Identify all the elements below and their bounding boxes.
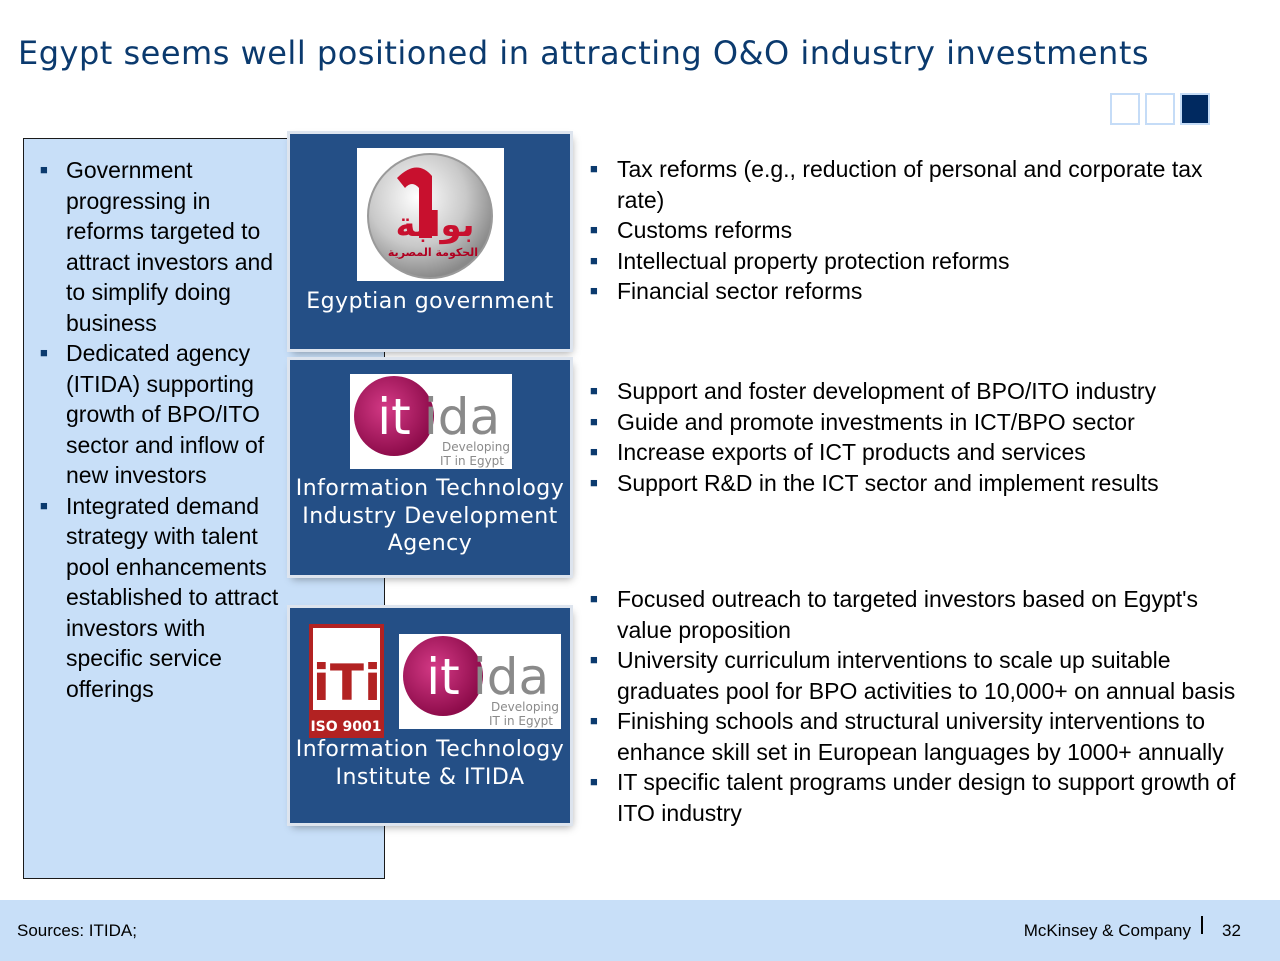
- box-caption: Egyptian government: [306, 289, 554, 314]
- list-item: ■ Guide and promote investments in ICT/BP…: [590, 407, 1250, 438]
- list-item: ■ Support R&D in the ICT sector and imple…: [590, 468, 1250, 499]
- logo-arabic-subtitle: الحكومة المصرية: [388, 246, 478, 259]
- itida-activities-list: ■ Support and foster development of BPO/I…: [590, 376, 1250, 498]
- government-reforms-list: ■ Tax reforms (e.g., reduction of persona…: [590, 154, 1250, 307]
- list-item-text: Finishing schools and structural univers…: [617, 708, 1224, 765]
- iti-logo: iTi ISO 9001: [309, 624, 384, 738]
- iso-badge-text: ISO 9001: [310, 719, 381, 735]
- list-item: ■ Increase exports of ICT products and se…: [590, 437, 1250, 468]
- left-list-item: ■ Integrated demand strategy with talent …: [24, 491, 284, 705]
- list-item-text: Tax reforms (e.g., reduction of personal…: [617, 156, 1203, 213]
- egyptian-government-logo: بوابة الحكومة المصرية: [357, 148, 504, 281]
- box-caption: Information Technology Institute & ITIDA: [295, 737, 565, 790]
- section-tracker: [1110, 93, 1210, 125]
- footer-bar: Sources: ITIDA; McKinsey & Company 32: [0, 900, 1280, 961]
- list-item: ■ Customs reforms: [590, 215, 1250, 246]
- square-bullet-icon: ■: [590, 591, 598, 606]
- list-item-text: Financial sector reforms: [617, 278, 863, 304]
- footer-separator: [1201, 916, 1203, 934]
- left-list-item-text: Dedicated agency (ITIDA) supporting grow…: [66, 340, 265, 488]
- square-bullet-icon: ■: [590, 713, 598, 728]
- iti-logo-letters: iTi: [313, 654, 381, 712]
- itida-logo-icon: it ida Developing IT in Egypt: [354, 376, 510, 468]
- list-item: ■ Focused outreach to targeted investors …: [590, 584, 1250, 645]
- list-item-text: Support and foster development of BPO/IT…: [617, 378, 1157, 404]
- left-summary-list: ■ Government progressing in reforms targe…: [24, 155, 284, 704]
- box-caption-text: Information Technology Industry Developm…: [295, 476, 565, 556]
- square-bullet-icon: ■: [590, 413, 598, 429]
- logo-it-text: it: [377, 388, 411, 446]
- square-bullet-icon: ■: [590, 222, 598, 237]
- itida-logo: it ida Developing IT in Egypt: [350, 374, 512, 469]
- logo-tagline-2: IT in Egypt: [440, 454, 504, 468]
- logo-tagline-2: IT in Egypt: [489, 714, 553, 728]
- company-name: McKinsey & Company: [1023, 921, 1191, 940]
- list-item-text: IT specific talent programs under design…: [617, 769, 1236, 826]
- logo-arabic-title: بوابة: [395, 205, 474, 245]
- list-item-text: Intellectual property protection reforms: [617, 247, 1010, 274]
- logo-tagline-1: Developing: [491, 700, 559, 714]
- list-item: ■ Finishing schools and structural univer…: [590, 706, 1250, 767]
- list-item-text: Support R&D in the ICT sector and implem…: [617, 469, 1159, 496]
- list-item: ■ University curriculum interventions to …: [590, 645, 1250, 706]
- itida-box: it ida Developing IT in Egypt Informatio…: [290, 360, 570, 575]
- egyptian-government-box: بوابة الحكومة المصرية Egyptian governmen…: [290, 134, 570, 349]
- square-bullet-icon: ■: [590, 161, 598, 176]
- iti-logo-icon: iTi ISO 9001: [309, 624, 384, 738]
- logo-tagline-1: Developing: [442, 440, 510, 454]
- list-item-text: Increase exports of ICT products and ser…: [617, 439, 1086, 465]
- list-item: ■ Intellectual property protection reform…: [590, 246, 1250, 277]
- logo-ida-text: ida: [424, 388, 500, 446]
- sources-note: Sources: ITIDA;: [17, 921, 137, 940]
- square-bullet-icon: ■: [590, 283, 598, 298]
- list-item: ■ Financial sector reforms: [590, 276, 1250, 307]
- list-item-text: Guide and promote investments in ICT/BPO…: [617, 408, 1135, 435]
- tracker-box-3-active: [1180, 93, 1210, 125]
- logo-it-text: it: [426, 648, 460, 706]
- talent-strategy-list: ■ Focused outreach to targeted investors …: [590, 584, 1250, 828]
- list-item: ■ Tax reforms (e.g., reduction of persona…: [590, 154, 1250, 215]
- government-portal-logo-icon: بوابة الحكومة المصرية: [367, 153, 493, 279]
- square-bullet-icon: ■: [590, 652, 598, 667]
- left-list-item: ■ Dedicated agency (ITIDA) supporting gro…: [24, 338, 284, 491]
- tracker-box-2: [1145, 93, 1175, 125]
- list-item: ■ Support and foster development of BPO/I…: [590, 376, 1250, 407]
- page-number: 32: [1222, 921, 1241, 940]
- left-list-item: ■ Government progressing in reforms targe…: [24, 155, 284, 338]
- tracker-box-1: [1110, 93, 1140, 125]
- square-bullet-icon: ■: [40, 497, 48, 513]
- list-item-text: Customs reforms: [617, 217, 793, 243]
- list-item: ■ IT specific talent programs under desig…: [590, 767, 1250, 828]
- square-bullet-icon: ■: [590, 444, 598, 459]
- left-list-item-text: Integrated demand strategy with talent p…: [66, 492, 279, 702]
- list-item-text: Focused outreach to targeted investors b…: [617, 586, 1199, 643]
- box-caption: Information Technology Industry Developm…: [290, 475, 570, 558]
- square-bullet-icon: ■: [590, 774, 598, 789]
- square-bullet-icon: ■: [40, 345, 48, 360]
- iti-itida-box: iTi ISO 9001 it ida Developing IT in Egy…: [290, 608, 570, 823]
- square-bullet-icon: ■: [590, 474, 598, 490]
- left-list-item-text: Government progressing in reforms target…: [66, 157, 274, 336]
- square-bullet-icon: ■: [590, 383, 598, 398]
- square-bullet-icon: ■: [40, 162, 48, 177]
- page-title: Egypt seems well positioned in attractin…: [18, 34, 1150, 72]
- logo-ida-text: ida: [473, 648, 549, 706]
- list-item-text: University curriculum interventions to s…: [617, 647, 1236, 704]
- square-bullet-icon: ■: [590, 252, 598, 268]
- itida-logo-icon: it ida Developing IT in Egypt: [403, 636, 559, 728]
- itida-logo: it ida Developing IT in Egypt: [399, 634, 561, 729]
